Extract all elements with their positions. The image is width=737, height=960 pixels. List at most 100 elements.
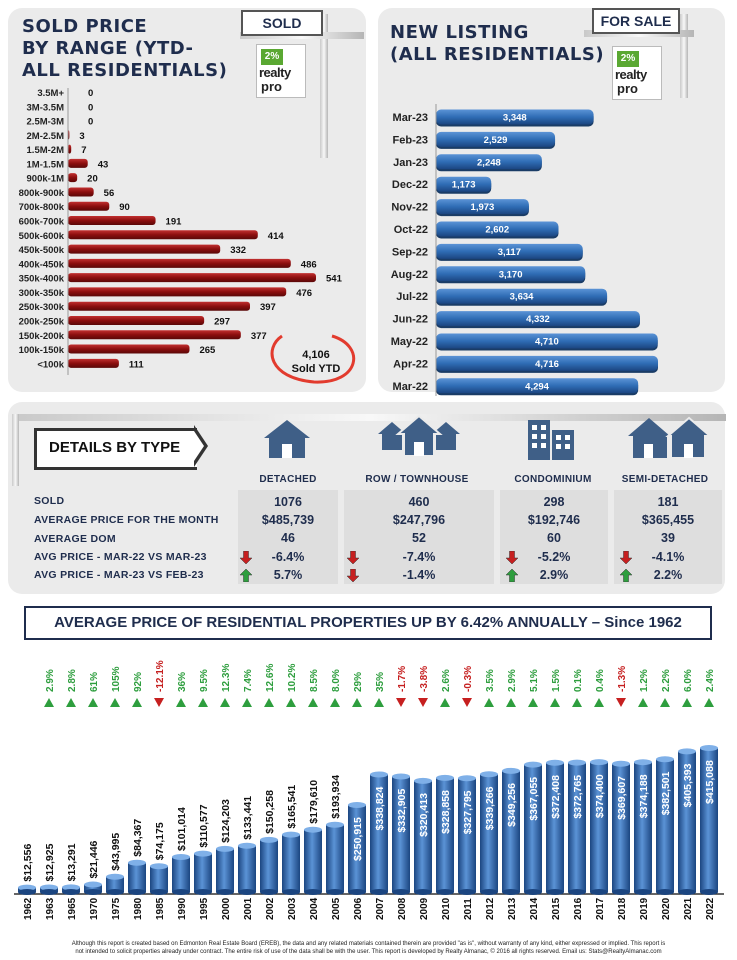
hist-change-label: 6.0%	[683, 669, 694, 692]
hist-year-label: 2006	[353, 897, 364, 920]
semi-detached-icon	[628, 416, 710, 459]
hist-bar-cap	[524, 761, 542, 768]
hist-bar-base	[590, 889, 608, 895]
details-value-cell: 2.9%	[539, 568, 569, 582]
hist-value-label: $110,577	[198, 804, 210, 847]
hist-change-label: 105%	[111, 666, 122, 692]
listing-value-label: 4,294	[525, 381, 549, 392]
hist-year-label: 2015	[551, 897, 562, 920]
listing-bar	[436, 311, 640, 327]
change-up-icon	[286, 698, 296, 707]
hist-bar-base	[62, 889, 80, 895]
hist-value-label: $133,441	[242, 796, 254, 840]
change-up-icon	[528, 698, 538, 707]
hist-change-label: 2.6%	[441, 669, 452, 692]
listing-value-label: 3,348	[503, 113, 527, 124]
hist-bar	[436, 777, 454, 892]
listing-tick-label: Aug-22	[391, 269, 428, 281]
sold-range-value-label: 0	[88, 117, 93, 128]
hist-bar-cap	[414, 777, 432, 784]
hist-value-label: $374,400	[594, 774, 606, 818]
trend-up-icon	[506, 569, 518, 582]
change-up-icon	[572, 698, 582, 707]
sold-range-tick-label: 800k-900k	[19, 188, 65, 199]
hist-bar-base	[238, 889, 256, 895]
sold-range-value-label: 541	[326, 274, 343, 285]
listing-tick-label: Dec-22	[392, 179, 428, 191]
hist-bar-base	[612, 889, 630, 895]
sold-range-value-label: 397	[260, 302, 276, 313]
condominium-icon	[528, 420, 574, 460]
sold-range-tick-label: 1.5M-2M	[27, 145, 65, 156]
hist-value-label: $405,393	[682, 763, 694, 807]
listing-bar	[436, 378, 639, 394]
trend-down-icon	[620, 551, 632, 564]
hist-year-label: 1995	[199, 897, 210, 920]
sold-range-value-label: 111	[129, 359, 145, 370]
hist-change-label: -3.8%	[419, 666, 430, 692]
sold-range-bar	[68, 144, 72, 154]
hist-year-label: 2005	[331, 897, 342, 920]
listing-value-label: 4,710	[535, 337, 559, 348]
listing-title-line: NEW LISTING	[390, 22, 529, 43]
hist-value-label: $21,446	[88, 840, 100, 878]
details-value-cell: -5.2%	[537, 550, 571, 564]
hist-bar-base	[436, 889, 454, 895]
hist-value-label: $369,607	[616, 776, 628, 820]
change-up-icon	[638, 698, 648, 707]
listing-tick-label: Nov-22	[391, 202, 428, 214]
hist-value-label: $250,915	[352, 817, 364, 861]
hist-bar-base	[656, 889, 674, 895]
hist-bar	[568, 762, 586, 892]
hist-change-label: -1.7%	[397, 666, 408, 692]
listing-value-label: 3,634	[510, 292, 534, 303]
trend-down-icon	[240, 551, 252, 564]
logo-badge: 2%	[261, 49, 283, 65]
hist-value-label: $367,055	[528, 777, 540, 821]
hist-bar-base	[414, 889, 432, 895]
hist-year-label: 2002	[265, 897, 276, 920]
hist-bar	[304, 829, 322, 892]
listing-value-label: 1,973	[471, 202, 495, 213]
details-column	[614, 490, 722, 584]
sold-range-tick-label: 350k-400k	[19, 274, 65, 285]
hist-bar-cap	[612, 760, 630, 767]
details-by-type-header: DETAILS BY TYPE	[34, 428, 197, 470]
hist-bar	[634, 762, 652, 892]
listing-value-label: 3,170	[499, 269, 523, 280]
sold-ytd-label: Sold YTD	[291, 363, 341, 375]
sold-ytd-value: 4,106	[302, 349, 330, 361]
hist-value-label: $328,858	[440, 790, 452, 834]
hist-year-label: 2013	[507, 897, 518, 920]
sold-range-tick-label: 500k-600k	[19, 231, 65, 242]
hist-change-label: 0.4%	[595, 669, 606, 692]
hist-year-label: 1980	[133, 897, 144, 920]
sold-range-value-label: 414	[268, 231, 285, 242]
hist-bar-cap	[172, 853, 190, 860]
listing-bar	[436, 154, 542, 170]
sold-range-value-label: 191	[166, 217, 183, 228]
hist-bar-cap	[700, 745, 718, 751]
listing-tick-label: Oct-22	[394, 224, 428, 236]
change-down-icon	[396, 698, 406, 707]
details-value-cell: 52	[412, 531, 426, 545]
hist-bar	[194, 853, 212, 892]
details-column	[238, 490, 338, 584]
hist-year-label: 2018	[617, 897, 628, 920]
details-value-cell: -6.4%	[271, 550, 305, 564]
hist-bar	[106, 876, 124, 892]
hist-change-label: 2.2%	[661, 669, 672, 692]
listing-bar	[436, 221, 559, 237]
hist-year-label: 2022	[705, 897, 716, 920]
details-value-cell: -7.4%	[402, 550, 436, 564]
hist-year-label: 2010	[441, 897, 452, 920]
hist-bar-cap	[458, 775, 476, 782]
change-up-icon	[198, 698, 208, 707]
hist-bar-cap	[260, 836, 278, 843]
listing-tick-label: Feb-23	[393, 134, 428, 146]
hist-bar-cap	[62, 884, 80, 891]
change-up-icon	[506, 698, 516, 707]
sold-range-tick-label: 100k-150k	[19, 345, 65, 356]
hist-bar-cap	[348, 801, 366, 808]
hist-year-label: 2001	[243, 897, 254, 920]
